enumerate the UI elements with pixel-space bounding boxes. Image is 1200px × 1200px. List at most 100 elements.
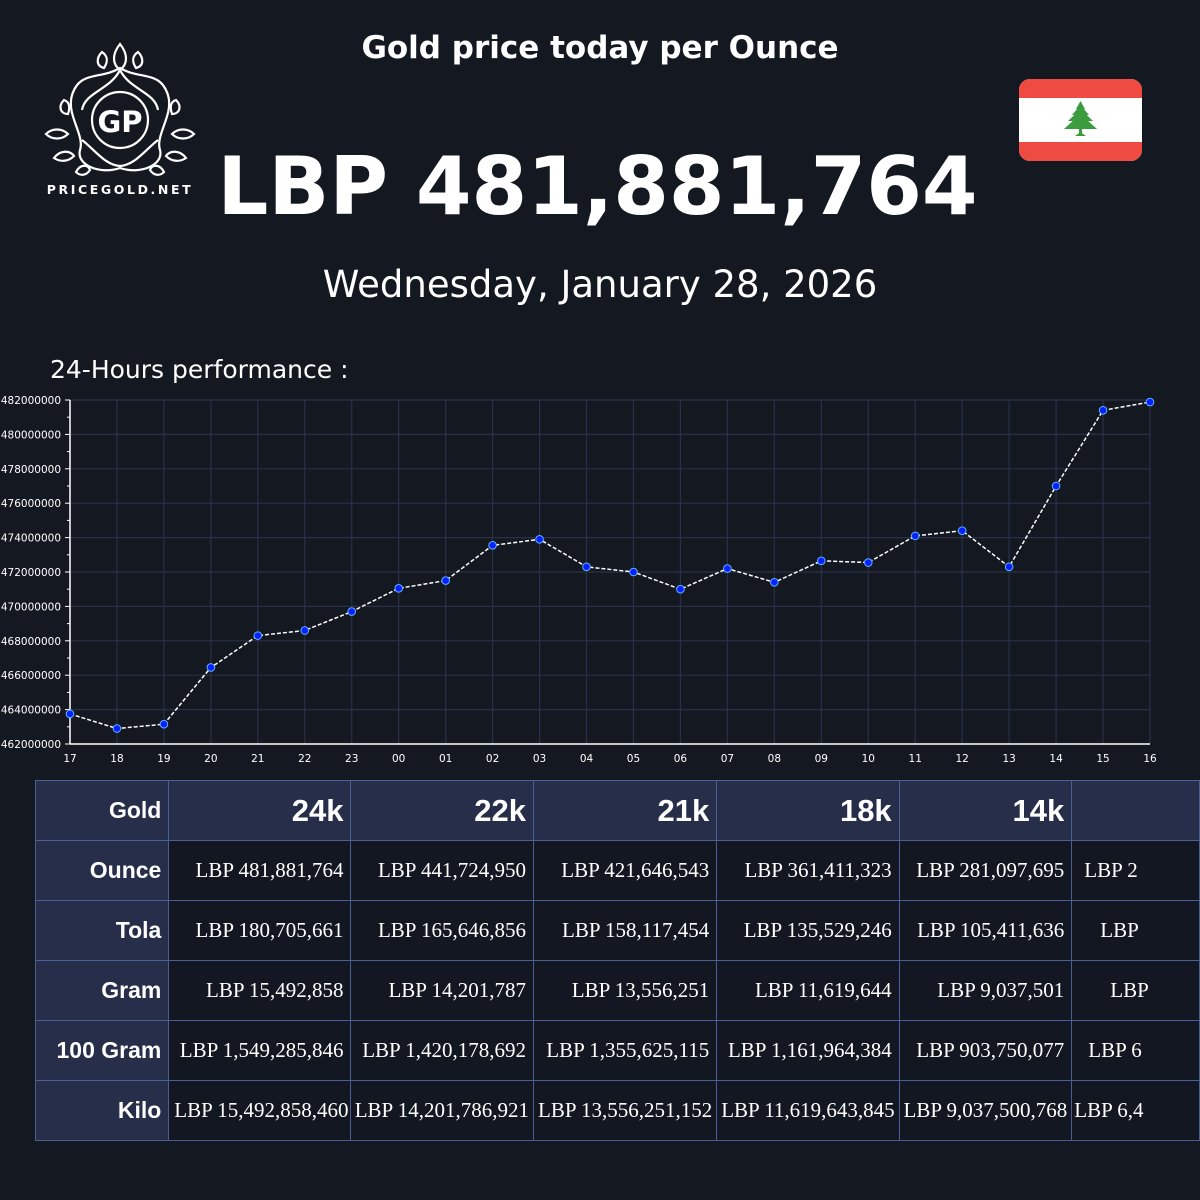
x-tick-label: 05 <box>627 753 640 765</box>
data-point-marker <box>112 724 122 733</box>
x-tick-label: 18 <box>110 753 123 765</box>
x-tick-label: 09 <box>815 753 828 765</box>
x-tick-label: 02 <box>486 753 499 765</box>
x-tick-label: 07 <box>721 753 734 765</box>
data-point-marker <box>300 626 310 635</box>
data-point-marker <box>441 576 450 585</box>
performance-label: 24-Hours performance : <box>50 355 349 384</box>
table-row: Tola LBP 180,705,661 LBP 165,646,856 LBP… <box>34 900 1200 961</box>
x-tick-label: 03 <box>533 753 546 765</box>
lebanon-flag-icon <box>1019 79 1142 161</box>
x-tick-label: 01 <box>439 753 452 765</box>
y-tick-label: 466000000 <box>1 670 61 682</box>
row-label-gram: Gram <box>34 960 170 1021</box>
table-cell: LBP 1,355,625,115 <box>532 1020 718 1081</box>
column-header-14k: 14k <box>898 780 1073 841</box>
table-cell: LBP <box>1071 900 1200 961</box>
current-price: LBP 481,881,764 <box>217 140 978 233</box>
data-point-marker <box>770 578 779 587</box>
row-label-100-gram: 100 Gram <box>34 1020 170 1081</box>
table-cell: LBP 441,724,950 <box>350 840 534 901</box>
data-point-marker <box>957 526 967 536</box>
x-tick-label: 20 <box>204 753 217 765</box>
data-point-marker <box>910 531 920 541</box>
data-point-marker <box>863 558 873 567</box>
data-point-marker <box>535 535 544 544</box>
table-cell: LBP 15,492,858 <box>168 960 352 1021</box>
column-header-clipped <box>1071 780 1200 841</box>
data-point-marker <box>676 584 685 594</box>
table-cell: LBP 481,881,764 <box>168 840 352 901</box>
table-cell: LBP 2 <box>1071 840 1200 901</box>
y-tick-label: 478000000 <box>1 464 61 476</box>
table-cell: LBP 158,117,454 <box>532 900 718 961</box>
x-tick-label: 14 <box>1049 753 1063 765</box>
data-point-marker <box>394 584 403 593</box>
y-tick-label: 464000000 <box>1 705 61 717</box>
table-cell: LBP 361,411,323 <box>716 840 900 901</box>
y-tick-label: 482000000 <box>1 395 61 407</box>
table-cell: LBP 9,037,501 <box>898 960 1073 1021</box>
logo-monogram: GP <box>97 105 142 139</box>
x-tick-label: 10 <box>862 753 875 765</box>
table-cell: LBP 6,4 <box>1071 1080 1200 1141</box>
current-date: Wednesday, January 28, 2026 <box>322 263 878 306</box>
x-tick-label: 04 <box>580 753 594 765</box>
table-cell: LBP 281,097,695 <box>898 840 1073 901</box>
table-cell: LBP 180,705,661 <box>168 900 352 961</box>
data-point-marker <box>206 663 216 672</box>
x-tick-label: 13 <box>1002 753 1015 765</box>
x-tick-label: 22 <box>298 753 311 765</box>
data-point-marker <box>1051 481 1061 491</box>
y-tick-label: 474000000 <box>1 533 61 545</box>
gold-price-table: Gold 24k 22k 21k 18k 14k Ounce LBP 481,8… <box>34 780 1200 1141</box>
table-cell: LBP 165,646,856 <box>350 900 534 961</box>
row-label-kilo: Kilo <box>34 1080 170 1141</box>
x-tick-label: 23 <box>345 753 358 765</box>
table-row: Gram LBP 15,492,858 LBP 14,201,787 LBP 1… <box>34 960 1200 1021</box>
performance-chart: 462000000 464000000 466000000 468000000 4700… <box>1 395 1157 765</box>
table-cell: LBP 13,556,251,152 <box>532 1080 718 1141</box>
table-cell: LBP 903,750,077 <box>898 1020 1073 1081</box>
x-tick-label: 00 <box>392 753 405 765</box>
row-label-ounce: Ounce <box>34 840 170 901</box>
logo-text: PRICEGOLD.NET <box>46 182 194 197</box>
data-point-marker <box>1098 406 1108 415</box>
table-cell: LBP 11,619,644 <box>716 960 900 1021</box>
x-tick-label: 06 <box>674 753 688 765</box>
column-header-18k: 18k <box>716 780 900 841</box>
laurel-wreath-logo-icon: GP <box>44 42 196 176</box>
data-point-marker <box>1145 397 1155 407</box>
row-label-tola: Tola <box>34 900 170 961</box>
table-cell: LBP 1,420,178,692 <box>350 1020 534 1081</box>
table-cell: LBP 135,529,246 <box>716 900 900 961</box>
data-point-marker <box>1004 562 1014 572</box>
data-point-marker <box>159 719 169 729</box>
series-line <box>69 401 1151 730</box>
data-point-marker <box>253 631 263 640</box>
table-cell: LBP 14,201,787 <box>350 960 534 1021</box>
x-tick-label: 11 <box>909 753 922 765</box>
x-tick-label: 17 <box>63 753 76 765</box>
y-tick-label: 468000000 <box>1 636 61 648</box>
table-header-row: Gold 24k 22k 21k 18k 14k <box>34 780 1200 841</box>
x-tick-label: 19 <box>157 753 170 765</box>
y-tick-label: 462000000 <box>1 739 61 751</box>
y-tick-label: 472000000 <box>1 567 61 579</box>
x-tick-label: 08 <box>768 753 781 765</box>
table-corner-label: Gold <box>34 780 170 841</box>
table-cell: LBP 9,037,500,768 <box>898 1080 1073 1141</box>
table-cell: LBP <box>1071 960 1200 1021</box>
table-row: 100 Gram LBP 1,549,285,846 LBP 1,420,178… <box>34 1020 1200 1081</box>
table-cell: LBP 14,201,786,921 <box>350 1080 534 1141</box>
page-title: Gold price today per Ounce <box>361 30 839 66</box>
data-point-marker <box>488 541 497 550</box>
column-header-22k: 22k <box>350 780 534 841</box>
y-tick-label: 480000000 <box>1 429 61 441</box>
table-cell: LBP 6 <box>1071 1020 1200 1081</box>
y-tick-label: 476000000 <box>1 498 61 510</box>
column-header-24k: 24k <box>168 780 352 841</box>
x-tick-label: 15 <box>1096 753 1109 765</box>
column-header-21k: 21k <box>532 780 718 841</box>
table-cell: LBP 15,492,858,460 <box>168 1080 352 1141</box>
